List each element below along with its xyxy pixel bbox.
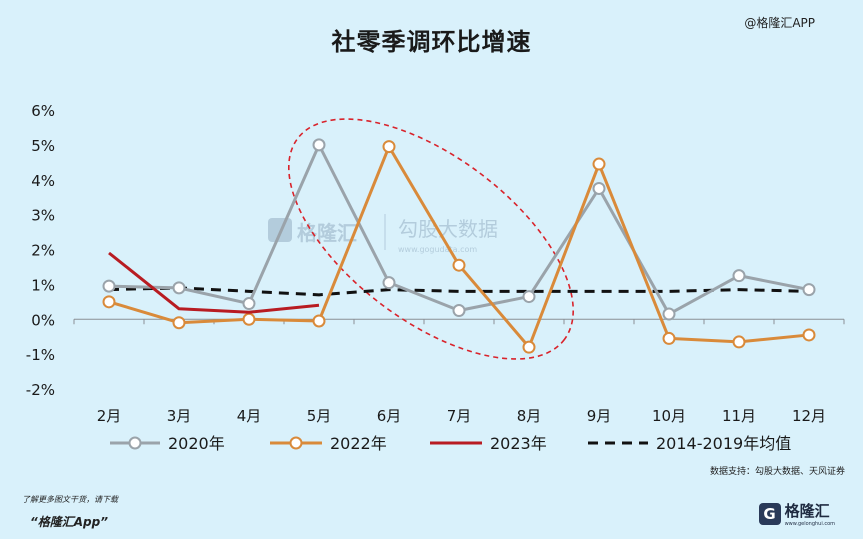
y-tick-label: 1% (31, 276, 55, 294)
y-tick-label: -2% (26, 381, 55, 399)
x-tick-label: 11月 (722, 407, 756, 425)
data-point (102, 279, 116, 293)
y-tick-label: 2% (31, 242, 55, 260)
data-point (172, 316, 186, 330)
data-point (102, 295, 116, 309)
data-point (662, 307, 676, 321)
data-point (592, 181, 606, 195)
x-tick-label: 10月 (652, 407, 686, 425)
logo-text: 格隆汇 (784, 502, 830, 520)
footer-logo: G 格隆汇 www.gelonghui.com (758, 500, 835, 527)
y-tick-label: 5% (31, 137, 55, 155)
y-tick-label: 0% (31, 311, 55, 329)
data-point (592, 157, 606, 171)
data-point (732, 269, 746, 283)
logo-text-block: 格隆汇 www.gelonghui.com (785, 500, 835, 527)
data-point (802, 283, 816, 297)
series-line-2 (108, 251, 320, 314)
logo-sub: www.gelonghui.com (784, 521, 835, 527)
x-tick-label: 5月 (307, 407, 332, 425)
watermark: 格隆汇 勾股大数据 www.gogudata.com (268, 214, 498, 254)
y-tick-label: 6% (31, 102, 55, 120)
data-point (312, 314, 326, 328)
x-tick-label: 3月 (167, 407, 192, 425)
footer-app-name: “格隆汇App” (30, 515, 108, 529)
data-point (662, 331, 676, 345)
x-tick-label: 7月 (447, 407, 472, 425)
legend-label-2: 2023年 (490, 434, 547, 453)
footer-hint: 了解更多图文干货，请下载 (22, 495, 118, 504)
x-tick-label: 6月 (377, 407, 402, 425)
watermark-site-url: www.gogudata.com (398, 245, 477, 254)
legend-label-3: 2014-2019年均值 (656, 434, 791, 453)
legend-label-1: 2022年 (330, 434, 387, 453)
data-point (452, 304, 466, 318)
x-tick-label: 8月 (517, 407, 542, 425)
watermark-site-name: 勾股大数据 (398, 217, 498, 241)
data-point (522, 290, 536, 304)
series-line-3 (108, 286, 810, 297)
y-tick-label: 4% (31, 172, 55, 190)
legend-label-0: 2020年 (168, 434, 225, 453)
data-point (312, 138, 326, 152)
y-tick-label: -1% (26, 346, 55, 364)
x-tick-label: 12月 (792, 407, 826, 425)
chart-title: 社零季调环比增速 (331, 28, 532, 56)
footer-promo: 了解更多图文干货，请下载 “格隆汇App” (22, 494, 118, 530)
data-point (522, 340, 536, 354)
x-tick-label: 2月 (97, 407, 122, 425)
data-point (382, 140, 396, 154)
source-note: 数据支持：勾股大数据、天风证券 (710, 465, 845, 477)
y-tick-label: 3% (31, 207, 55, 225)
data-point (732, 335, 746, 349)
x-tick-label: 9月 (587, 407, 612, 425)
brand-tag: @格隆汇APP (744, 16, 815, 30)
data-point (802, 328, 816, 342)
legend-marker-1 (289, 436, 303, 450)
data-point (242, 297, 256, 311)
data-point (382, 276, 396, 290)
highlight-ellipse (287, 118, 575, 360)
x-tick-label: 4月 (237, 407, 262, 425)
watermark-brand: 格隆汇 (297, 221, 357, 245)
legend-marker-0 (128, 436, 142, 450)
data-point (172, 281, 186, 295)
logo-icon: G (758, 502, 781, 525)
data-point (242, 312, 256, 326)
data-point (452, 258, 466, 272)
